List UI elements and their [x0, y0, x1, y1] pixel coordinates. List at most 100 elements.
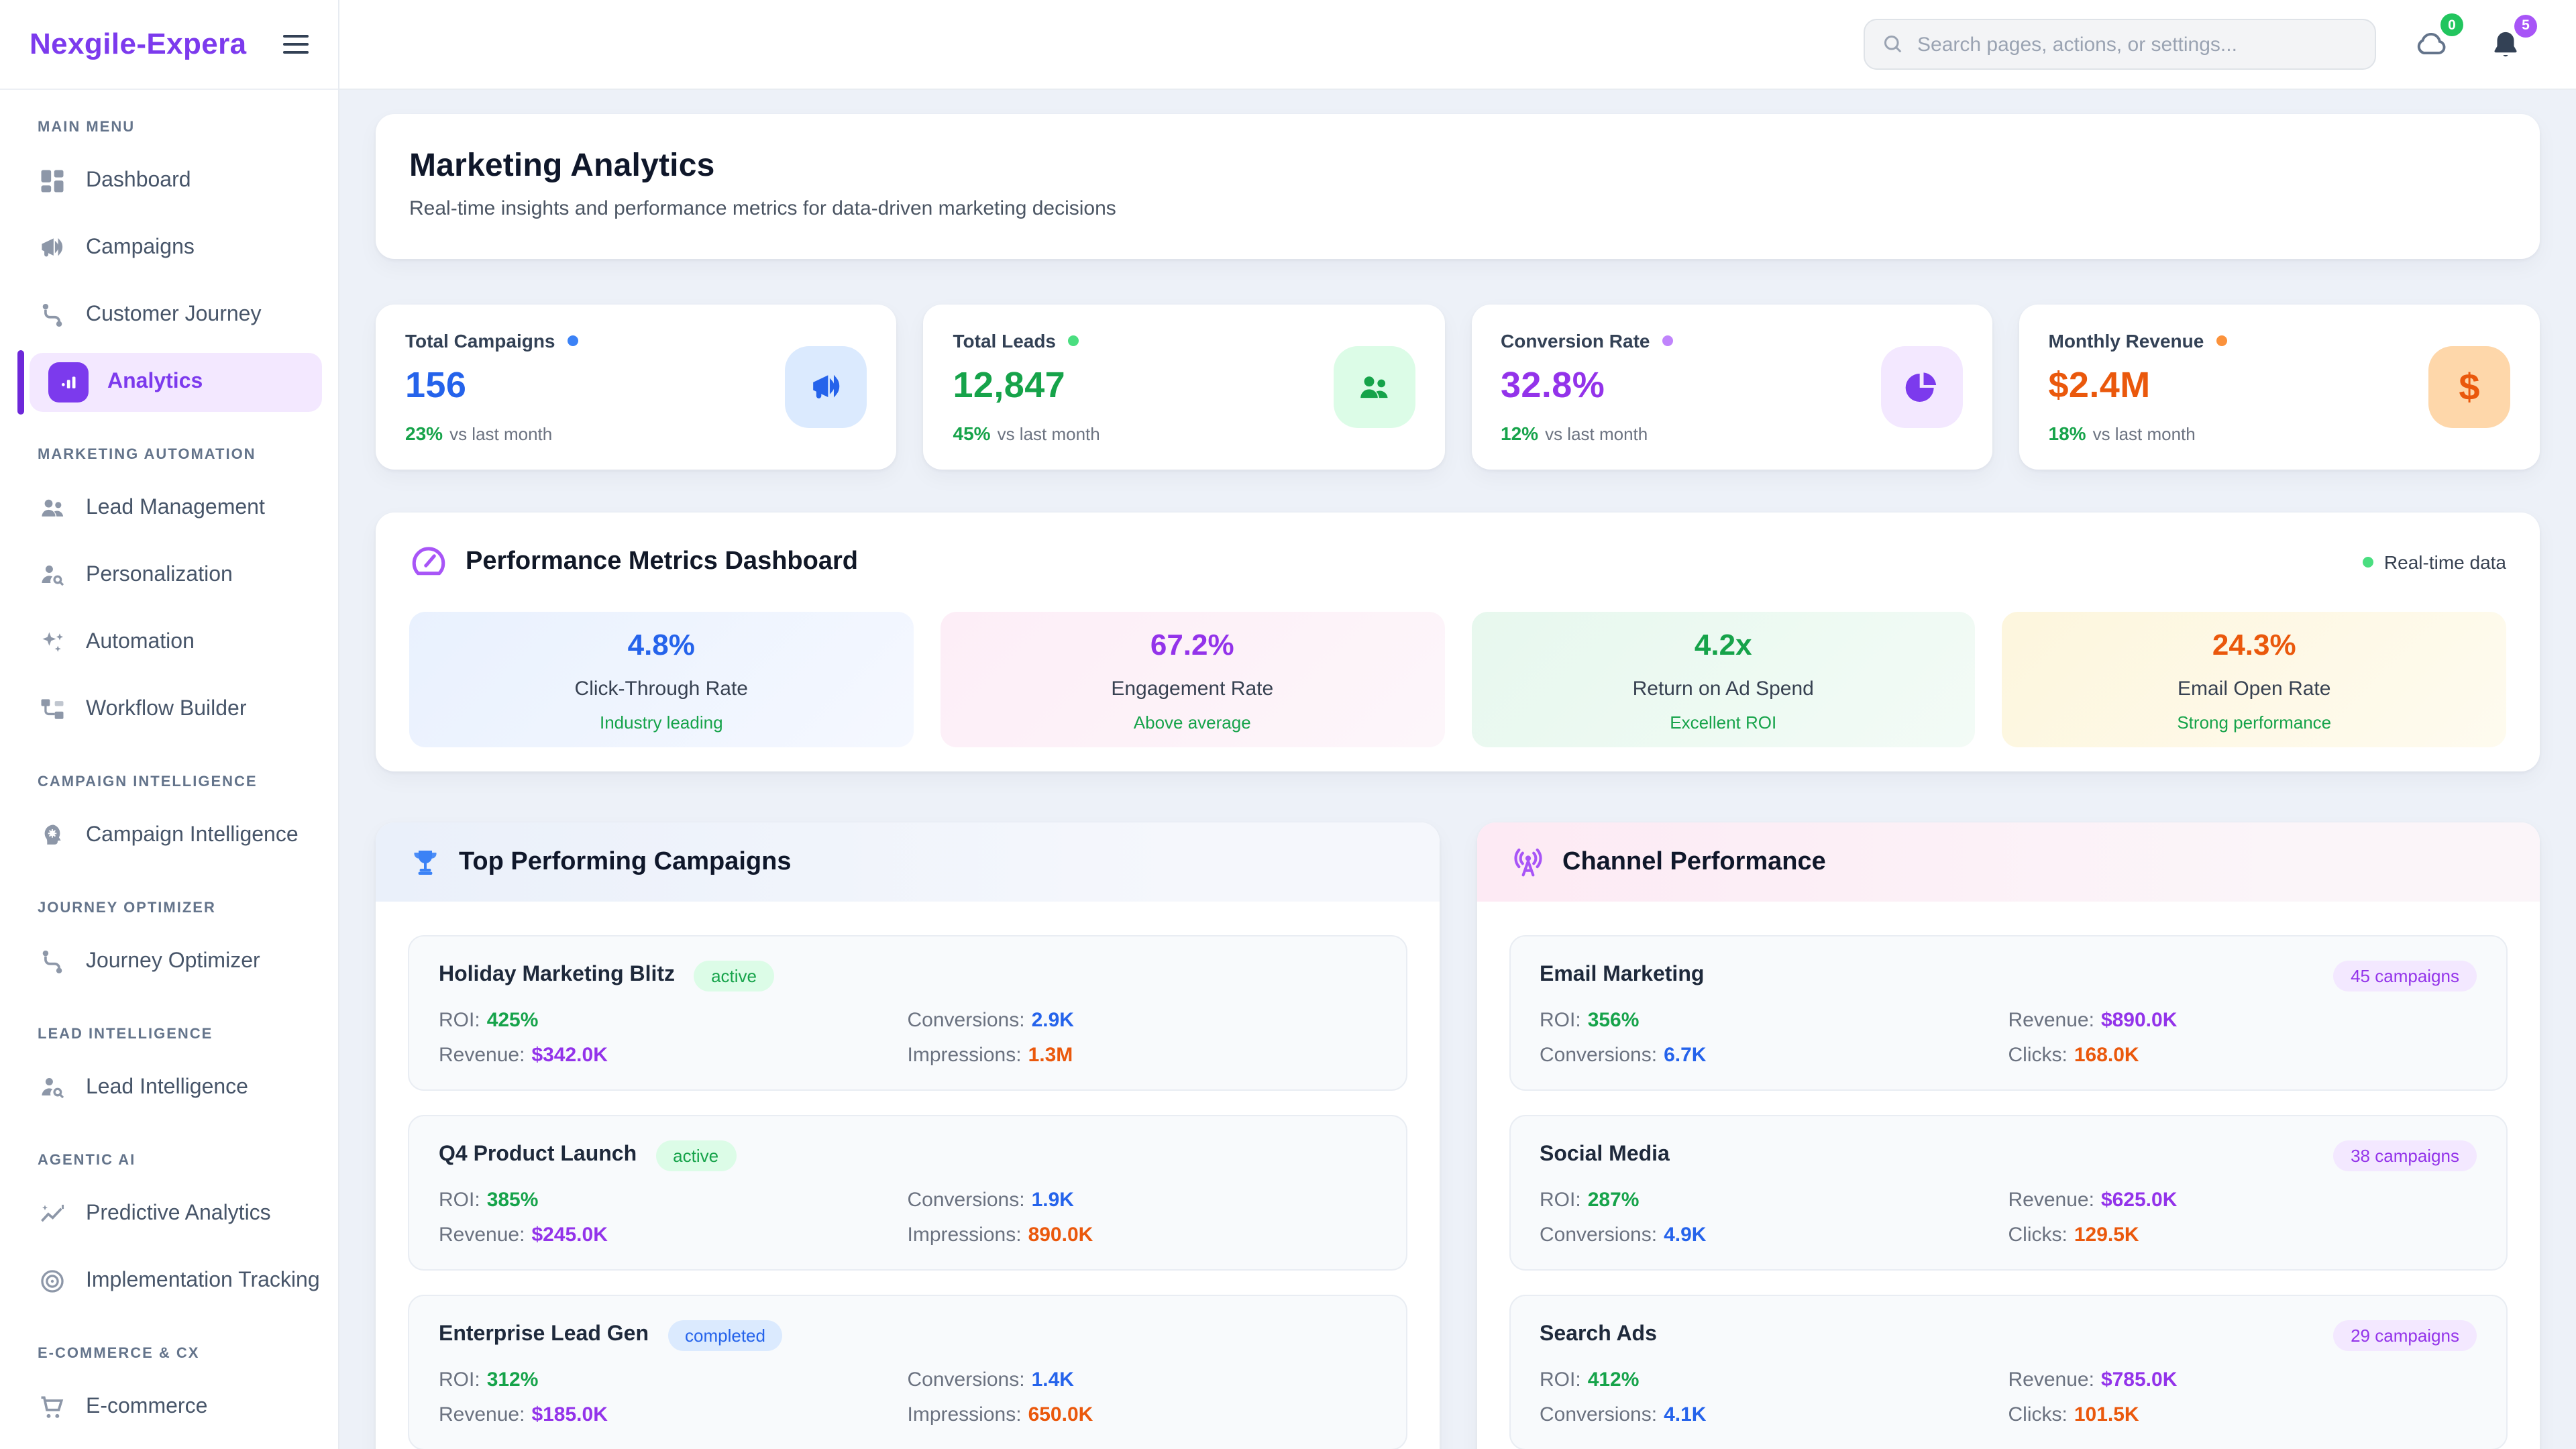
metric-value: 67.2%	[1150, 627, 1234, 661]
sidebar-header: Nexgile-Expera	[0, 0, 338, 90]
pie-chart-icon	[1880, 346, 1963, 428]
sidebar-item-label: Campaign Intelligence	[86, 824, 299, 847]
channel-name: Email Marketing	[1540, 963, 1705, 986]
broadcast-tower-icon	[1510, 845, 1545, 879]
realtime-status: Real-time data	[2362, 551, 2506, 573]
sidebar-item-implementation-tracking[interactable]: Implementation Tracking	[19, 1252, 322, 1311]
sidebar-item-ecommerce[interactable]: E-commerce	[19, 1378, 322, 1437]
stat-value: $2.4M	[2048, 365, 2151, 405]
status-dot	[567, 335, 578, 346]
nav-section-agentic-ai: AGENTIC AI Predictive Analytics Implemen…	[0, 1152, 338, 1311]
channel-roi: ROI: 287%	[1540, 1189, 1640, 1212]
channel-clicks: Clicks: 101.5K	[2008, 1403, 2139, 1426]
channel-roi: ROI: 356%	[1540, 1009, 1640, 1032]
search-icon	[1881, 32, 1905, 56]
users-icon	[1333, 346, 1415, 428]
realtime-label: Real-time data	[2383, 551, 2506, 573]
section-label: LEAD INTELLIGENCE	[38, 1026, 213, 1042]
status-badge: active	[655, 1140, 737, 1171]
sidebar-item-personalization[interactable]: Personalization	[19, 546, 322, 605]
status-dot	[2216, 335, 2227, 346]
trophy-icon	[409, 846, 441, 878]
sidebar-item-workflow-builder[interactable]: Workflow Builder	[19, 680, 322, 739]
channel-revenue: Revenue: $625.0K	[2008, 1189, 2178, 1212]
stat-change: 45%	[953, 423, 991, 444]
metric-tile-roas: 4.2x Return on Ad Spend Excellent ROI	[1471, 612, 1976, 747]
channel-name: Search Ads	[1540, 1323, 1657, 1346]
bar-chart-icon	[48, 362, 89, 402]
sidebar-item-lead-intelligence[interactable]: Lead Intelligence	[19, 1059, 322, 1118]
metric-note: Strong performance	[2177, 712, 2332, 732]
dashboard-icon	[38, 166, 67, 196]
channel-card-search-ads[interactable]: Search Ads 29 campaigns ROI: 412% Revenue…	[1509, 1295, 2508, 1449]
sync-status-button[interactable]: 0	[2411, 13, 2463, 64]
campaign-roi: ROI: 312%	[439, 1368, 539, 1391]
main-area: 0 5 Marketing Analytics Real-time insigh…	[339, 0, 2576, 1449]
megaphone-icon	[38, 233, 67, 263]
section-label: MARKETING AUTOMATION	[38, 447, 256, 463]
nav-section-campaign-intelligence: CAMPAIGN INTELLIGENCE Campaign Intellige…	[0, 774, 338, 865]
cloud-icon	[2414, 27, 2449, 62]
users-icon	[38, 494, 67, 523]
campaign-card-holiday-marketing-blitz[interactable]: Holiday Marketing Blitz active ROI: 425% …	[408, 935, 1407, 1091]
bell-icon	[2489, 28, 2522, 61]
channel-card-social-media[interactable]: Social Media 38 campaigns ROI: 287% Reven…	[1509, 1115, 2508, 1271]
metric-tiles-row: 4.8% Click-Through Rate Industry leading…	[409, 612, 2506, 747]
channel-revenue: Revenue: $890.0K	[2008, 1009, 2178, 1032]
hamburger-icon	[283, 34, 309, 38]
campaign-roi: ROI: 385%	[439, 1189, 539, 1212]
campaign-count-badge: 38 campaigns	[2333, 1140, 2477, 1171]
sidebar-item-automation[interactable]: Automation	[19, 613, 322, 672]
metric-note: Industry leading	[599, 712, 723, 732]
sidebar-item-label: Customer Journey	[86, 303, 262, 326]
stat-change: 23%	[405, 423, 443, 444]
stat-label: Total Leads	[953, 330, 1057, 352]
sidebar-item-campaigns[interactable]: Campaigns	[19, 219, 322, 278]
section-title: Channel Performance	[1562, 847, 1826, 875]
sidebar-item-label: Journey Optimizer	[86, 950, 260, 973]
metric-tile-open-rate: 24.3% Email Open Rate Strong performance	[2002, 612, 2506, 747]
route-icon	[38, 947, 67, 977]
channel-roi: ROI: 412%	[1540, 1368, 1640, 1391]
sidebar-item-dashboard[interactable]: Dashboard	[19, 152, 322, 211]
sidebar-toggle-button[interactable]	[278, 24, 314, 64]
sidebar-item-label: Lead Intelligence	[86, 1076, 248, 1099]
stat-change-label: vs last month	[997, 424, 1100, 444]
campaign-impressions: Impressions: 650.0K	[907, 1403, 1093, 1426]
user-search-icon	[38, 1073, 67, 1103]
metric-value: 4.2x	[1694, 627, 1752, 661]
status-badge: completed	[667, 1320, 783, 1350]
channel-card-email-marketing[interactable]: Email Marketing 45 campaigns ROI: 356% Re…	[1509, 935, 2508, 1091]
top-campaigns-card: Top Performing Campaigns Holiday Marketi…	[376, 822, 1439, 1449]
page-subtitle: Real-time insights and performance metri…	[409, 197, 1116, 220]
sidebar-item-customer-journey[interactable]: Customer Journey	[19, 286, 322, 345]
stat-change-label: vs last month	[1545, 424, 1648, 444]
nav-section-marketing-automation: MARKETING AUTOMATION Lead Management Per…	[0, 447, 338, 739]
metric-label: Engagement Rate	[1111, 677, 1274, 700]
sidebar-item-predictive-analytics[interactable]: Predictive Analytics	[19, 1185, 322, 1244]
nav-section-ecommerce-cx: E-COMMERCE & CX E-commerce	[0, 1346, 338, 1437]
sidebar-item-journey-optimizer[interactable]: Journey Optimizer	[19, 932, 322, 991]
metric-label: Return on Ad Spend	[1632, 677, 1814, 700]
metric-value: 4.8%	[627, 627, 695, 661]
campaign-card-enterprise-lead-gen[interactable]: Enterprise Lead Gen completed ROI: 312% C…	[408, 1295, 1407, 1449]
search-input[interactable]	[1917, 33, 2359, 56]
target-icon	[38, 1267, 67, 1296]
sidebar-item-lead-management[interactable]: Lead Management	[19, 479, 322, 538]
stat-label: Total Campaigns	[405, 330, 555, 352]
stat-label: Conversion Rate	[1501, 330, 1650, 352]
sidebar: Nexgile-Expera MAIN MENU Dashboard	[0, 0, 339, 1449]
nav-section-journey-optimizer: JOURNEY OPTIMIZER Journey Optimizer	[0, 900, 338, 991]
sidebar-item-label: Analytics	[107, 370, 203, 393]
sidebar-item-label: Dashboard	[86, 169, 191, 192]
sidebar-item-campaign-intelligence[interactable]: Campaign Intelligence	[19, 806, 322, 865]
notifications-button[interactable]: 5	[2486, 14, 2537, 64]
campaign-card-q4-product-launch[interactable]: Q4 Product Launch active ROI: 385% Conver…	[408, 1115, 1407, 1271]
gauge-icon	[409, 543, 448, 582]
sidebar-item-analytics[interactable]: Analytics	[17, 350, 322, 415]
section-label: JOURNEY OPTIMIZER	[38, 900, 216, 916]
topbar: 0 5	[339, 0, 2576, 90]
cart-icon	[38, 1393, 67, 1422]
channel-conversions: Conversions: 4.1K	[1540, 1403, 1707, 1426]
sidebar-item-label: Automation	[86, 631, 195, 653]
